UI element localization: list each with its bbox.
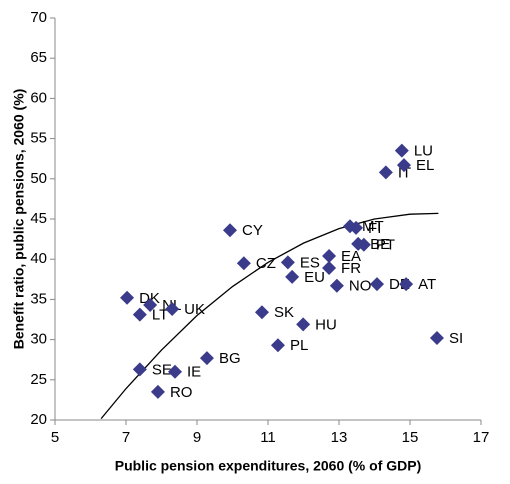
point-label: CZ: [256, 255, 276, 272]
point-label: SE: [152, 361, 172, 378]
point-label: SI: [449, 330, 463, 347]
y-tick-label: 20: [30, 411, 47, 428]
trendline: [100, 212, 439, 420]
point: [322, 261, 337, 276]
point: [356, 237, 371, 252]
point-label: EA: [341, 248, 361, 265]
x-axis-title: Public pension expenditures, 2060 (% of …: [115, 458, 422, 474]
point-label: CY: [242, 222, 263, 239]
y-tick-label: 25: [30, 371, 47, 388]
point: [394, 143, 409, 158]
point-label: LU: [414, 143, 433, 160]
point-label: RO: [170, 384, 193, 401]
point-label: MT: [362, 218, 384, 235]
y-tick-label: 65: [30, 49, 47, 66]
x-tick-label: 11: [260, 429, 276, 446]
point: [223, 223, 238, 238]
point-label: DK: [139, 290, 160, 307]
point: [236, 256, 251, 271]
point-label: IE: [187, 364, 201, 381]
point-label: LT: [152, 307, 168, 324]
point: [167, 364, 182, 379]
y-tick-label: 55: [30, 130, 47, 147]
point-label: EL: [416, 157, 434, 174]
point-label: AT: [418, 276, 436, 293]
point: [322, 248, 337, 263]
x-tick-label: 5: [51, 429, 59, 446]
x-tick-label: 9: [193, 429, 201, 446]
point: [165, 302, 180, 317]
point-label: SK: [274, 304, 294, 321]
point-label: BG: [219, 350, 241, 367]
x-tick-label: 7: [122, 429, 130, 446]
point: [429, 330, 444, 345]
point: [369, 277, 384, 292]
y-tick-label: 40: [30, 250, 47, 267]
point: [396, 158, 411, 173]
point: [120, 290, 135, 305]
point-label: EU: [304, 269, 325, 286]
point: [280, 255, 295, 270]
point: [254, 305, 269, 320]
y-tick-label: 45: [30, 210, 47, 227]
point-label: FI: [368, 220, 381, 237]
point: [378, 165, 393, 180]
x-tick-label: 15: [402, 429, 419, 446]
point: [285, 269, 300, 284]
point-label: BE: [370, 236, 390, 253]
point-label: UK: [184, 301, 205, 318]
y-axis-title: Benefit ratio, public pensions, 2060 (%): [11, 89, 27, 350]
point: [270, 338, 285, 353]
point-label: PT: [376, 237, 395, 254]
point: [329, 278, 344, 293]
point: [143, 298, 158, 313]
y-tick-label: 30: [30, 331, 47, 348]
y-tick-label: 50: [30, 170, 47, 187]
x-tick-label: 13: [331, 429, 348, 446]
point-label: NO: [349, 278, 372, 295]
y-tick-label: 70: [30, 9, 47, 26]
y-tick-label: 35: [30, 290, 47, 307]
point: [399, 277, 414, 292]
point-label: HU: [315, 316, 337, 333]
point: [132, 307, 147, 322]
x-tick-label: 17: [473, 429, 490, 446]
point: [150, 384, 165, 399]
point: [349, 220, 364, 235]
point: [199, 351, 214, 366]
y-tick-label: 60: [30, 89, 47, 106]
point: [296, 317, 311, 332]
point-label: PL: [290, 337, 308, 354]
point-label: FR: [341, 260, 361, 277]
point-label: ES: [300, 254, 320, 271]
point: [132, 362, 147, 377]
